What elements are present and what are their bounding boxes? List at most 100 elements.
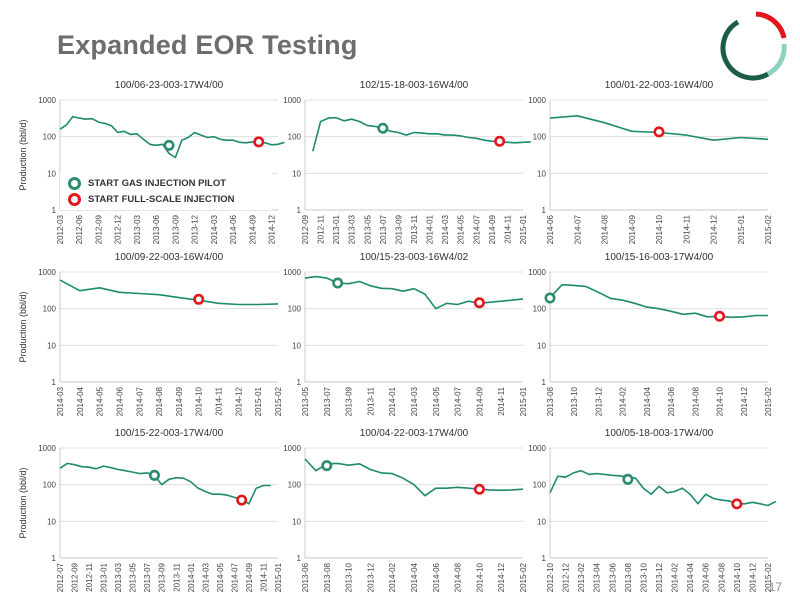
x-tick-label: 2014-05 (457, 214, 466, 244)
x-tick-label: 2013-04 (593, 562, 602, 592)
y-tick-label: 1 (52, 554, 57, 563)
gas-injection-marker (377, 122, 389, 134)
x-tick-label: 2012-03 (56, 214, 65, 244)
production-line (304, 458, 524, 497)
x-tick-label: 2014-08 (601, 214, 610, 244)
x-tick-label: 2015-01 (274, 562, 283, 592)
chart-legend: START GAS INJECTION PILOT START FULL-SCA… (60, 172, 272, 210)
x-tick-label: 2014-10 (655, 214, 664, 244)
x-tick-label: 2014-12 (497, 562, 506, 592)
x-tick-label: 2013-07 (323, 386, 332, 416)
production-line (59, 115, 285, 159)
x-tick-label: 2012-11 (85, 562, 94, 591)
x-tick-label: 2014-06 (432, 562, 441, 592)
x-tick-label: 2014-07 (472, 214, 481, 244)
gas-injection-marker (622, 473, 634, 485)
x-tick-label: 2014-01 (187, 562, 196, 592)
y-tick-label: 10 (292, 169, 301, 178)
x-tick-label: 2014-12 (234, 386, 243, 416)
production-chart-8: 100/04-22-003-17W4/00 1 10 100 1000 2013-06 20… (283, 428, 528, 592)
x-tick-label: 2014-05 (432, 386, 441, 416)
x-tick-label: 2013-01 (100, 562, 109, 592)
production-chart-5: 100/15-23-003-16W4/02 1 10 100 1000 2013-05 20… (283, 252, 528, 416)
logo-arc-red (755, 11, 787, 39)
y-tick-label: 100 (533, 305, 547, 314)
x-tick-label: 2013-07 (143, 562, 152, 592)
y-tick-label: 100 (533, 481, 547, 490)
x-tick-label: 2015-01 (519, 386, 528, 416)
x-tick-label: 2013-11 (366, 386, 375, 415)
x-tick-label: 2014-09 (488, 214, 497, 244)
x-tick-label: 2013-09 (394, 214, 403, 244)
x-tick-label: 2014-04 (410, 562, 419, 592)
y-tick-label: 100 (288, 481, 302, 490)
full-scale-injection-marker (714, 310, 726, 322)
y-tick-label: 10 (292, 341, 301, 350)
x-tick-label: 2014-11 (682, 214, 691, 243)
chart-title: 100/09-22-003-16W4/00 (115, 252, 224, 263)
production-chart-6: 100/15-16-003-17W4/00 1 10 100 1000 2013-08 20… (528, 252, 773, 416)
x-tick-label: 2013-05 (363, 214, 372, 244)
x-tick-label: 2014-12 (710, 214, 719, 244)
production-line (59, 279, 279, 306)
production-chart-7: 100/15-22-003-17W4/00 1 10 100 1000 Productio… (18, 428, 283, 592)
x-tick-label: 2014-01 (388, 386, 397, 416)
y-tick-label: 1000 (283, 444, 301, 453)
x-tick-label: 2013-03 (114, 562, 123, 592)
x-tick-label: 2014-06 (702, 562, 711, 592)
y-tick-label: 1000 (528, 96, 546, 105)
slide-title: Expanded EOR Testing (57, 30, 358, 60)
y-tick-label: 1 (542, 378, 547, 387)
page-number: 17 (768, 580, 782, 594)
logo-arc-light (766, 43, 787, 77)
production-chart-4: 100/09-22-003-16W4/00 1 10 100 1000 Productio… (18, 252, 283, 416)
y-tick-label: 10 (537, 169, 546, 178)
x-tick-label: 2012-09 (94, 214, 103, 244)
x-tick-label: 2012-10 (546, 562, 555, 592)
x-tick-label: 2013-07 (379, 214, 388, 244)
x-tick-label: 2014-03 (441, 214, 450, 244)
x-tick-label: 2014-06 (229, 214, 238, 244)
x-tick-label: 2014-06 (546, 214, 555, 244)
chart-title: 100/15-22-003-17W4/00 (115, 428, 224, 439)
x-tick-label: 2013-11 (172, 562, 181, 591)
x-tick-label: 2014-06 (667, 386, 676, 416)
chart-title: 100/15-16-003-17W4/00 (605, 252, 714, 263)
gas-injection-marker (332, 277, 344, 289)
y-tick-label: 1 (52, 206, 57, 215)
gas-injection-marker (544, 292, 556, 304)
y-tick-label: 100 (43, 481, 57, 490)
x-tick-label: 2014-08 (454, 562, 463, 592)
x-tick-label: 2012-12 (114, 214, 123, 244)
x-tick-label: 2014-08 (155, 386, 164, 416)
x-tick-label: 2014-09 (475, 386, 484, 416)
x-tick-label: 2014-10 (475, 562, 484, 592)
y-tick-label: 10 (47, 341, 56, 350)
x-tick-label: 2013-09 (171, 214, 180, 244)
x-tick-label: 2013-12 (655, 562, 664, 592)
x-tick-label: 2013-06 (608, 562, 617, 592)
x-tick-label: 2013-03 (133, 214, 142, 244)
legend-label-full: START FULL-SCALE INJECTION (88, 194, 235, 205)
x-tick-label: 2015-01 (519, 214, 528, 244)
x-tick-label: 2012-07 (56, 562, 65, 592)
y-axis-label: Production (bbl/d) (18, 467, 28, 538)
x-tick-label: 2013-02 (577, 562, 586, 592)
x-tick-label: 2015-01 (254, 386, 263, 416)
x-tick-label: 2014-11 (497, 386, 506, 415)
x-tick-label: 2014-07 (230, 562, 239, 592)
x-tick-label: 2014-09 (628, 214, 637, 244)
x-tick-label: 2013-08 (323, 562, 332, 592)
x-tick-label: 2014-03 (410, 386, 419, 416)
y-tick-label: 1 (297, 554, 302, 563)
x-tick-label: 2013-05 (301, 386, 310, 416)
x-tick-label: 2013-08 (546, 386, 555, 416)
x-tick-label: 2015-02 (764, 214, 773, 244)
x-tick-label: 2013-12 (366, 562, 375, 592)
chart-title: 100/05-18-003-17W4/00 (605, 428, 714, 439)
x-tick-label: 2013-03 (348, 214, 357, 244)
legend-item-gas: START GAS INJECTION PILOT (68, 177, 226, 190)
x-tick-label: 2015-02 (519, 562, 528, 592)
y-tick-label: 100 (533, 133, 547, 142)
x-tick-label: 2013-01 (332, 214, 341, 244)
